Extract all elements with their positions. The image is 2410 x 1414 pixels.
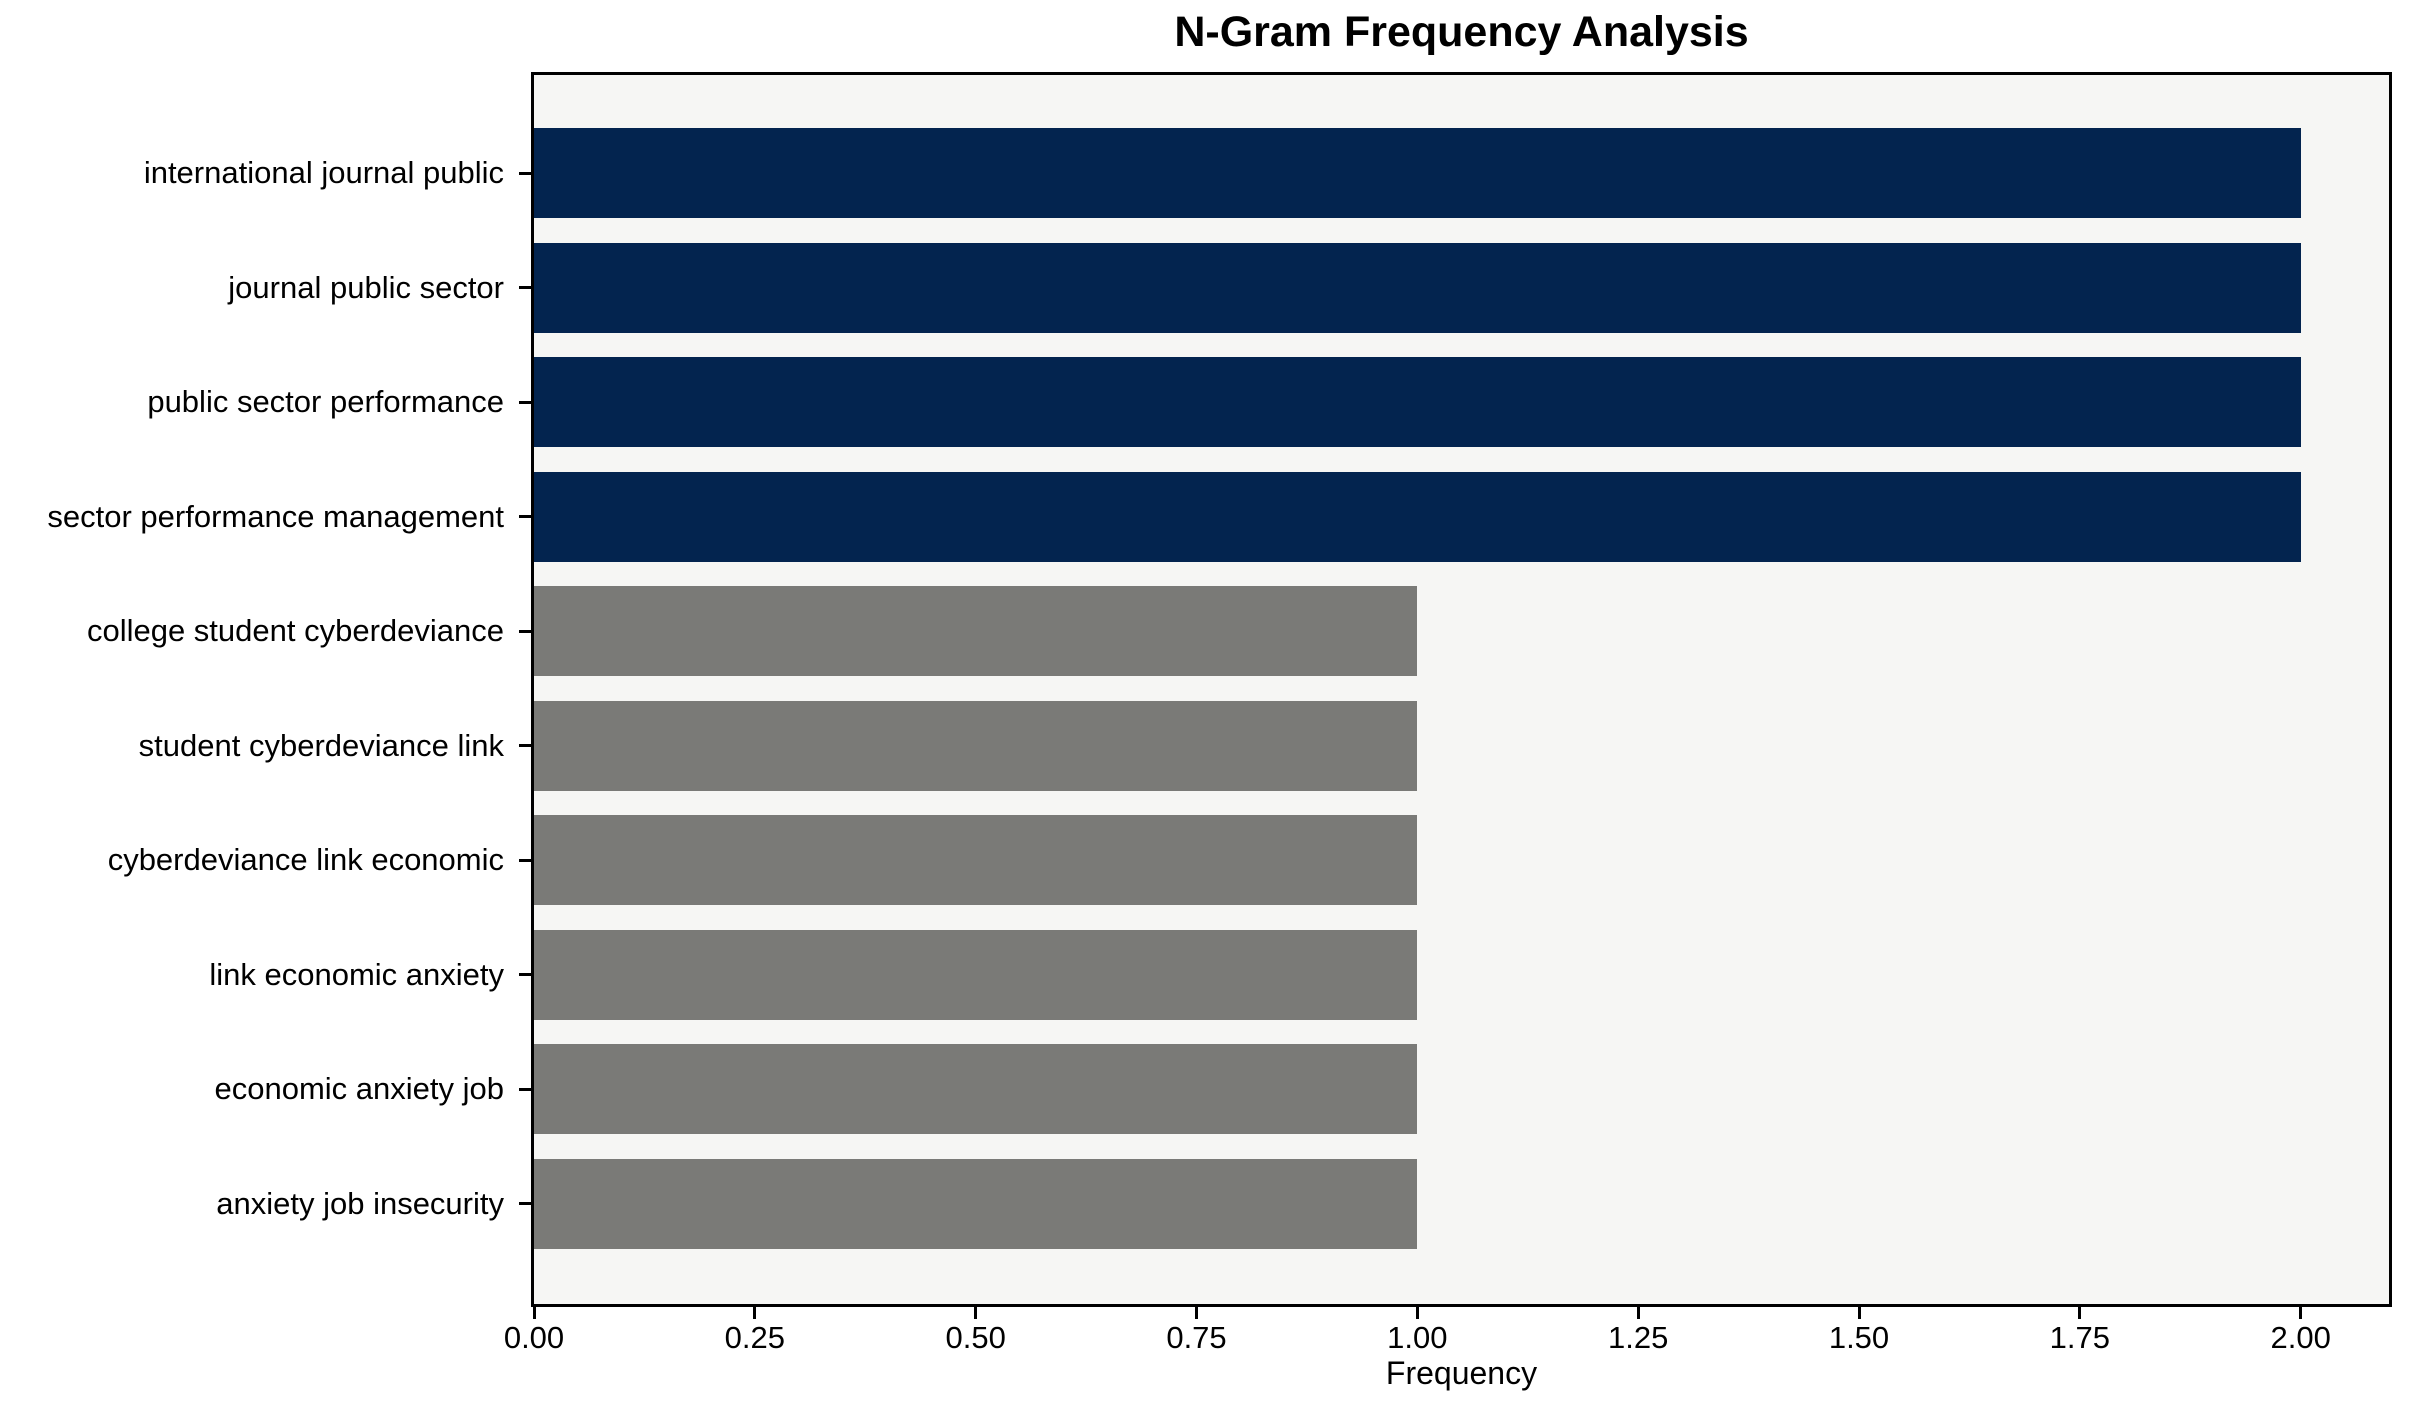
x-tick xyxy=(2299,1307,2303,1319)
bar xyxy=(534,1044,1418,1135)
x-tick-label: 1.75 xyxy=(2049,1320,2110,1355)
x-tick xyxy=(2078,1307,2082,1319)
x-tick xyxy=(1636,1307,1640,1319)
bar xyxy=(534,242,2301,333)
bar xyxy=(534,357,2301,448)
y-tick xyxy=(519,286,531,290)
x-tick-label: 1.50 xyxy=(1828,1320,1890,1355)
y-tick xyxy=(519,1087,531,1091)
bar xyxy=(534,700,1418,791)
y-tick-label: international journal public xyxy=(143,155,504,191)
y-tick-label: college student cyberdeviance xyxy=(86,613,504,649)
bar xyxy=(534,471,2301,562)
x-tick xyxy=(1195,1307,1198,1319)
bar xyxy=(534,1158,1418,1249)
y-tick-label: economic anxiety job xyxy=(214,1071,505,1107)
x-tick xyxy=(1415,1307,1419,1319)
plot-area xyxy=(519,72,2392,1319)
y-tick-label: anxiety job insecurity xyxy=(216,1185,504,1221)
x-tick xyxy=(532,1307,536,1319)
y-tick-label: student cyberdeviance link xyxy=(138,727,504,763)
bar xyxy=(534,929,1418,1020)
chart-title: N-Gram Frequency Analysis xyxy=(1174,8,1749,56)
x-axis-title: Frequency xyxy=(1385,1355,1538,1391)
y-tick xyxy=(519,515,531,519)
bar xyxy=(534,586,1418,677)
x-tick-label: 0.75 xyxy=(1166,1320,1227,1355)
y-tick xyxy=(519,629,531,633)
x-tick xyxy=(753,1307,757,1319)
y-tick-label: link economic anxiety xyxy=(209,956,504,992)
y-tick-label: cyberdeviance link economic xyxy=(107,842,504,878)
x-tick xyxy=(1857,1307,1861,1319)
y-tick xyxy=(519,171,531,175)
y-tick-label: public sector performance xyxy=(147,384,504,420)
y-tick xyxy=(519,744,531,748)
x-tick-label: 0.00 xyxy=(503,1320,565,1355)
bar xyxy=(534,128,2301,219)
x-tick-label: 0.25 xyxy=(724,1320,785,1355)
y-tick-label: sector performance management xyxy=(47,498,504,534)
y-tick xyxy=(519,858,531,862)
y-tick xyxy=(519,1202,531,1206)
x-tick-label: 0.50 xyxy=(945,1320,1006,1355)
y-tick-label: journal public sector xyxy=(228,269,504,305)
y-tick xyxy=(519,973,531,977)
y-tick xyxy=(519,400,531,404)
bar xyxy=(534,815,1418,906)
x-tick-label: 1.00 xyxy=(1387,1320,1448,1355)
x-tick-label: 1.25 xyxy=(1607,1320,1669,1355)
x-tick xyxy=(974,1307,978,1319)
x-tick-label: 2.00 xyxy=(2270,1320,2331,1355)
